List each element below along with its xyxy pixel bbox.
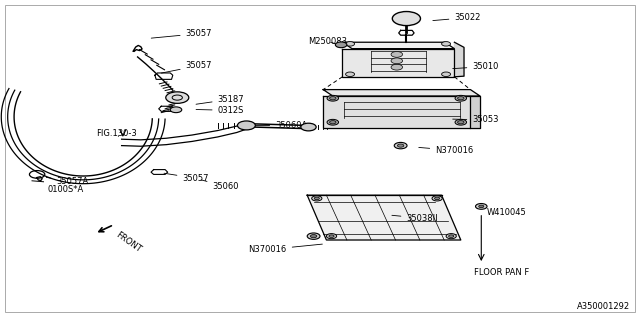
Circle shape — [166, 92, 189, 103]
Circle shape — [394, 142, 407, 149]
Circle shape — [458, 121, 464, 124]
Polygon shape — [454, 42, 464, 77]
Circle shape — [479, 205, 484, 208]
Circle shape — [446, 234, 456, 239]
Circle shape — [458, 97, 464, 100]
Circle shape — [326, 234, 337, 239]
Text: 35053: 35053 — [452, 116, 499, 124]
Circle shape — [442, 72, 451, 76]
Text: 0100S*A: 0100S*A — [48, 185, 84, 194]
Text: 35060A: 35060A — [249, 121, 307, 130]
Circle shape — [307, 233, 320, 239]
Text: 35187: 35187 — [196, 95, 244, 104]
Circle shape — [391, 58, 403, 64]
Circle shape — [432, 196, 442, 201]
Circle shape — [455, 119, 467, 125]
Circle shape — [330, 97, 336, 100]
Polygon shape — [342, 49, 454, 77]
Circle shape — [346, 72, 355, 76]
Polygon shape — [323, 90, 480, 96]
Text: M250083: M250083 — [308, 37, 348, 46]
Polygon shape — [470, 96, 480, 128]
Text: FRONT: FRONT — [114, 230, 143, 254]
Circle shape — [442, 42, 451, 46]
Circle shape — [449, 235, 454, 237]
Circle shape — [397, 144, 404, 147]
Circle shape — [476, 204, 487, 209]
Text: 35038II: 35038II — [392, 214, 438, 223]
Circle shape — [391, 52, 403, 57]
Text: 35010: 35010 — [452, 62, 499, 71]
Text: N370016: N370016 — [248, 244, 323, 254]
Circle shape — [392, 12, 420, 26]
Circle shape — [314, 197, 319, 200]
Circle shape — [327, 119, 339, 125]
Circle shape — [346, 42, 355, 46]
Circle shape — [391, 64, 403, 70]
Text: 35060: 35060 — [201, 180, 239, 191]
Text: W410045: W410045 — [481, 207, 526, 217]
Circle shape — [170, 107, 182, 113]
Circle shape — [455, 95, 467, 101]
Text: FLOOR PAN F: FLOOR PAN F — [474, 268, 529, 277]
Text: 35057: 35057 — [151, 29, 212, 38]
Circle shape — [327, 95, 339, 101]
Polygon shape — [307, 195, 461, 240]
Text: A350001292: A350001292 — [577, 302, 630, 311]
Text: 0312S: 0312S — [196, 106, 244, 115]
Circle shape — [330, 121, 336, 124]
Circle shape — [312, 196, 322, 201]
Text: 35057: 35057 — [161, 61, 212, 73]
Polygon shape — [323, 96, 470, 128]
Text: N370016: N370016 — [419, 146, 474, 155]
Text: 35057A: 35057A — [46, 177, 88, 186]
Polygon shape — [342, 42, 454, 49]
Circle shape — [329, 235, 334, 237]
Circle shape — [310, 235, 317, 238]
Circle shape — [335, 42, 347, 48]
Text: 35022: 35022 — [433, 13, 481, 22]
Circle shape — [435, 197, 440, 200]
Circle shape — [301, 123, 316, 131]
Text: FIG.130-3: FIG.130-3 — [96, 129, 137, 138]
Circle shape — [237, 121, 255, 130]
Text: 35057: 35057 — [164, 173, 209, 183]
